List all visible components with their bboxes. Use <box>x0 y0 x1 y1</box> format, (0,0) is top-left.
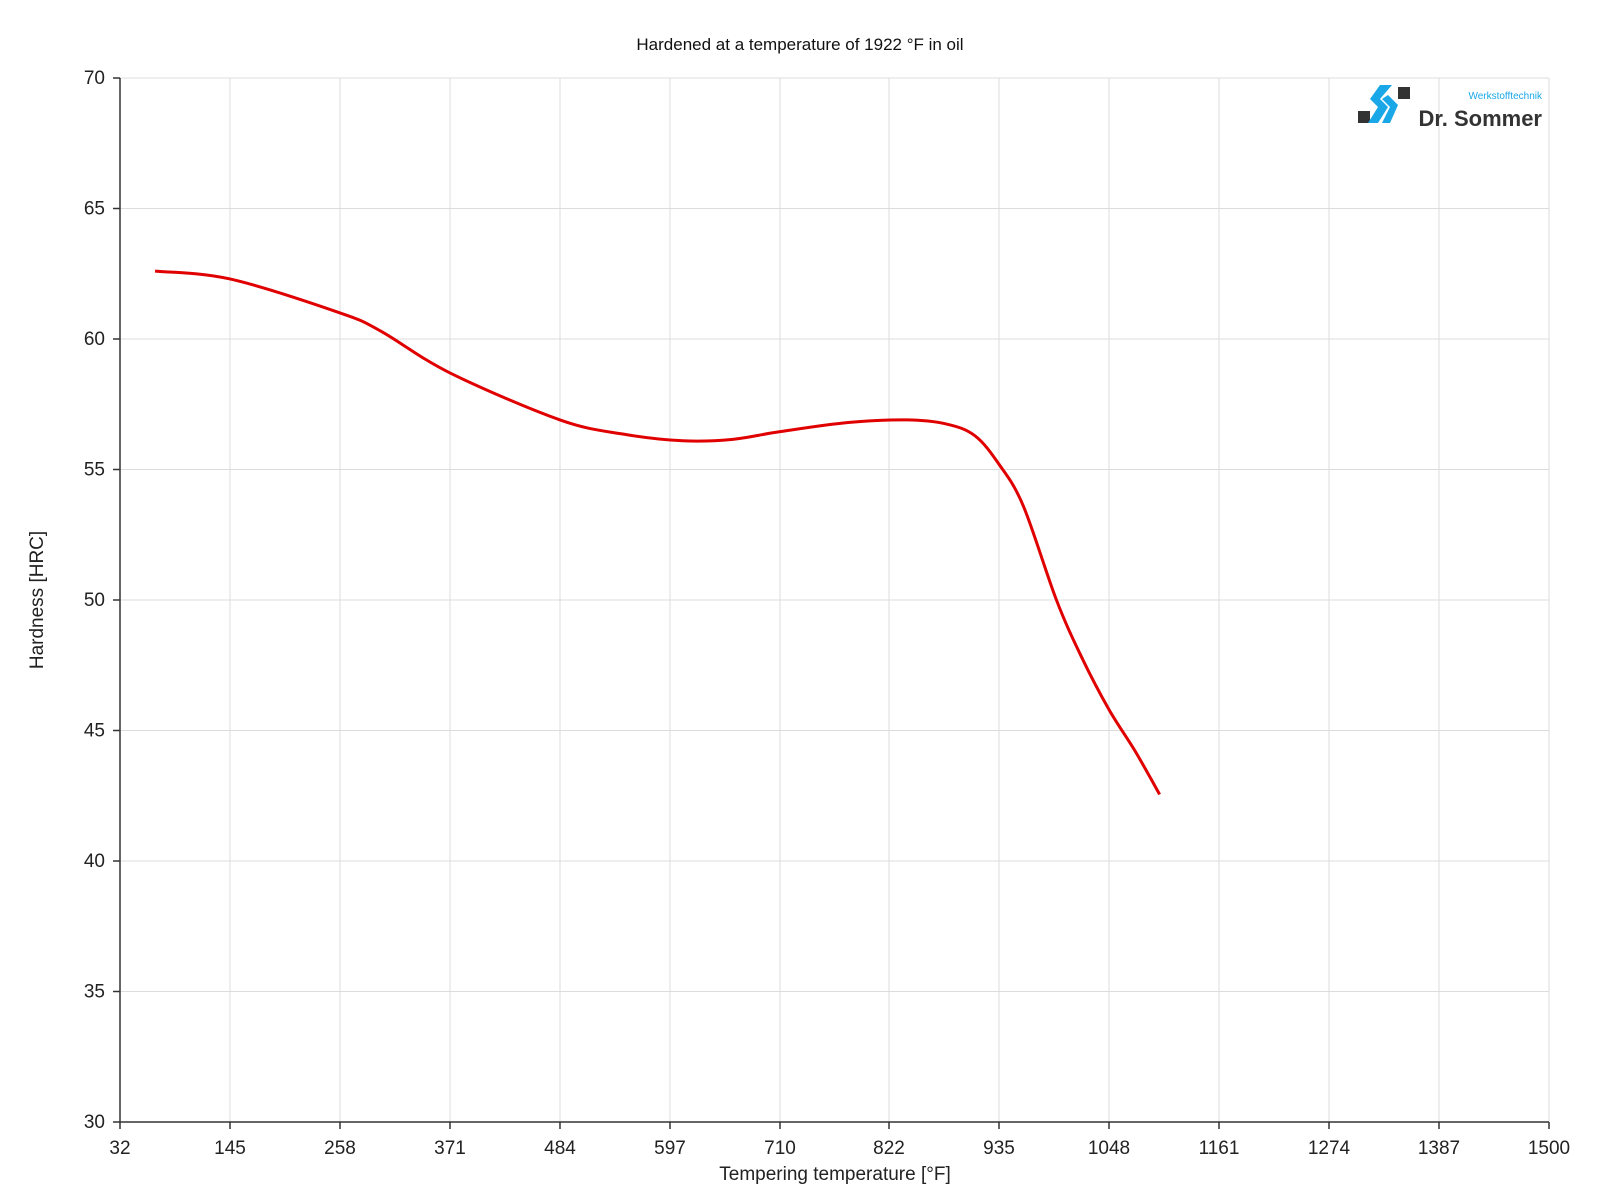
dr-sommer-logo <box>1358 85 1410 123</box>
y-tick-label: 50 <box>84 590 105 611</box>
y-tick-label: 65 <box>84 199 105 220</box>
series-group <box>154 269 1161 796</box>
x-tick-label: 935 <box>983 1138 1015 1159</box>
y-axis-label: Hardness [HRC] <box>27 531 48 669</box>
x-tick-label: 258 <box>324 1138 356 1159</box>
y-tick-label: 45 <box>84 721 105 742</box>
x-tick-label: 597 <box>654 1138 686 1159</box>
logo-s-icon <box>1368 85 1392 123</box>
y-tick-label: 70 <box>84 68 105 89</box>
logo-subtitle: Werkstofftechnik <box>1468 91 1543 102</box>
x-tick-label: 371 <box>434 1138 466 1159</box>
x-tick-label: 1500 <box>1528 1138 1570 1159</box>
x-tick-label: 710 <box>764 1138 796 1159</box>
chart-title: Hardened at a temperature of 1922 °F in … <box>636 35 963 54</box>
y-tick-label: 40 <box>84 851 105 872</box>
x-tick-label: 1161 <box>1199 1138 1240 1159</box>
x-tick-label: 1387 <box>1418 1138 1460 1159</box>
x-tick-label: 1048 <box>1088 1138 1130 1159</box>
logo-square-icon <box>1398 87 1410 99</box>
logo-brand: Dr. Sommer <box>1419 106 1543 131</box>
hardness-curve <box>154 269 1161 796</box>
y-tick-label: 60 <box>84 329 105 350</box>
y-tick-label: 55 <box>84 460 105 481</box>
logo-s-icon <box>1382 95 1398 123</box>
x-tick-label: 1274 <box>1308 1138 1351 1159</box>
x-axis-label: Tempering temperature [°F] <box>719 1164 950 1185</box>
y-tick-label: 30 <box>84 1112 105 1133</box>
logo-square-icon <box>1358 111 1370 123</box>
x-tick-label: 145 <box>214 1138 246 1159</box>
x-tick-label: 822 <box>873 1138 905 1159</box>
y-tick-label: 35 <box>84 982 105 1003</box>
x-tick-label: 32 <box>109 1138 130 1159</box>
x-tick-label: 484 <box>544 1138 576 1159</box>
grid <box>120 77 1550 1122</box>
axes: 32 145 258 371 484 597 710 822 935 1048 1161 1274 13… <box>84 68 1570 1159</box>
